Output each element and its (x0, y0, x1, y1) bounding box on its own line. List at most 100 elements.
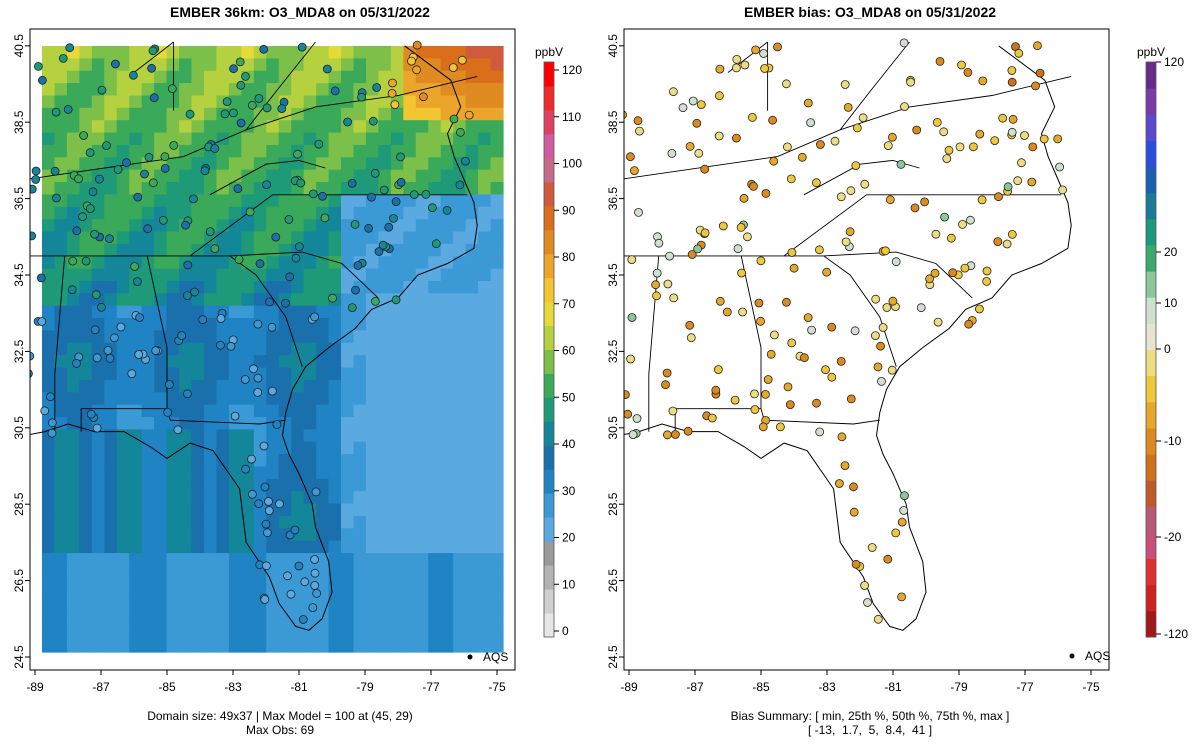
grid-cell (129, 83, 143, 97)
grid-cell (241, 355, 255, 369)
station-marker (260, 595, 270, 604)
grid-cell (66, 268, 80, 282)
grid-cell (266, 404, 280, 418)
grid-cell (365, 565, 380, 579)
grid-cell (79, 280, 93, 294)
grid-cell (104, 194, 118, 208)
station-marker (830, 136, 840, 146)
grid-cell (141, 268, 155, 282)
grid-cell (440, 219, 454, 233)
colorbar-swatch (1146, 114, 1156, 141)
grid-cell (191, 157, 205, 171)
grid-cell (253, 639, 267, 653)
grid-cell (116, 441, 130, 455)
grid-cell (54, 417, 68, 430)
grid-cell (228, 590, 242, 604)
grid-cell (91, 367, 105, 381)
station-marker (732, 55, 742, 64)
station-marker (442, 205, 452, 215)
grid-cell (179, 491, 193, 505)
station-marker (391, 197, 401, 207)
grid-cell (328, 528, 342, 542)
station-marker (367, 192, 376, 202)
grid-cell (365, 318, 380, 332)
station-marker (958, 219, 967, 229)
grid-cell (328, 602, 342, 616)
grid-cell (154, 120, 168, 134)
grid-cell (79, 454, 93, 468)
grid-cell (79, 70, 93, 84)
grid-cell (316, 565, 330, 579)
grid-cell (478, 454, 492, 468)
grid-cell (129, 515, 143, 529)
grid-cell (453, 515, 467, 529)
grid-cell (116, 614, 130, 628)
station-marker (284, 215, 294, 224)
station-marker (253, 319, 263, 329)
grid-cell (378, 528, 392, 542)
station-marker (181, 220, 191, 230)
grid-cell (66, 83, 80, 97)
grid-cell (278, 330, 292, 344)
station-marker (846, 394, 856, 404)
station-marker (766, 349, 776, 359)
grid-cell (478, 441, 492, 455)
station-marker (455, 127, 465, 137)
station-marker (103, 346, 113, 355)
grid-cell (228, 417, 242, 430)
grid-cell (216, 293, 230, 307)
grid-cell (141, 83, 155, 97)
grid-cell (91, 454, 105, 468)
grid-cell (129, 627, 143, 641)
grid-cell (266, 627, 280, 641)
grid-cell (253, 280, 267, 294)
station-marker (920, 197, 929, 207)
grid-cell (316, 169, 330, 183)
grid-cell (216, 614, 230, 628)
grid-cell (353, 441, 367, 455)
grid-cell (403, 478, 417, 492)
grid-cell (328, 268, 342, 282)
grid-cell (104, 379, 118, 393)
grid-cell (403, 392, 417, 406)
grid-cell (465, 454, 479, 468)
y-tick-label: 28.5 (606, 492, 620, 516)
grid-cell (241, 639, 255, 653)
grid-cell (478, 565, 492, 579)
grid-cell (341, 268, 355, 282)
y-tick-label: 40.5 (606, 34, 620, 58)
grid-cell (141, 614, 155, 628)
grid-cell (390, 466, 404, 480)
grid-cell (428, 46, 442, 59)
station-marker (431, 239, 441, 249)
grid-cell (191, 478, 205, 492)
grid-cell (403, 614, 417, 628)
coastline (624, 45, 1072, 631)
grid-cell (241, 404, 255, 418)
colorbar-tick-label: 80 (562, 250, 576, 264)
grid-cell (141, 429, 155, 443)
grid-cell (478, 367, 492, 381)
grid-cell (141, 107, 155, 121)
grid-cell (42, 194, 56, 208)
grid-cell (241, 182, 255, 196)
grid-cell (179, 577, 193, 591)
grid-cell (66, 293, 80, 307)
grid-cell (104, 553, 118, 567)
station-marker (310, 555, 320, 564)
grid-cell (403, 639, 417, 653)
grid-cell (203, 355, 218, 369)
station-marker (261, 519, 271, 529)
station-marker (760, 64, 769, 73)
grid-cell (129, 392, 143, 406)
station-marker (34, 62, 43, 71)
grid-cell (141, 602, 155, 616)
grid-cell (66, 144, 80, 158)
station-marker (827, 322, 837, 332)
station-marker (388, 78, 397, 88)
grid-cell (390, 441, 404, 455)
grid-cell (440, 95, 454, 109)
grid-cell (241, 503, 255, 517)
grid-cell (478, 70, 492, 84)
grid-cell (291, 83, 305, 97)
